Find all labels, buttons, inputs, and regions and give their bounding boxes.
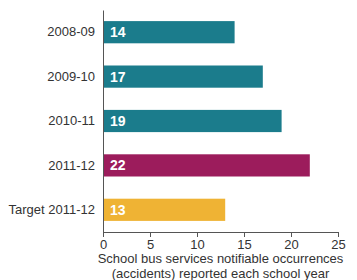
- bar: [103, 110, 282, 132]
- chart: 0 5 10 15 20 25 2008-09 2009-10 2010-11 2011-12 Ta…: [0, 0, 357, 280]
- x-tick: 0: [100, 232, 107, 252]
- x-tick-label: 5: [147, 237, 154, 252]
- x-tick-label: 20: [284, 237, 298, 252]
- x-tick-label: 10: [190, 237, 204, 252]
- y-tick: 2010-11: [48, 113, 103, 128]
- data-label: 13: [110, 202, 126, 218]
- x-axis: 0 5 10 15 20 25: [100, 232, 346, 252]
- y-tick-label: 2010-11: [48, 113, 95, 128]
- x-axis-title: School bus services notifiable occurrenc…: [98, 251, 344, 280]
- y-axis: 2008-09 2009-10 2010-11 2011-12 Target 2011-…: [9, 11, 104, 233]
- x-axis-line: [104, 233, 339, 238]
- plot-area: 0 5 10 15 20 25 2008-09 2009-10 2010-11 2011-12 Ta…: [9, 11, 346, 253]
- x-tick-label: 25: [331, 237, 345, 252]
- y-tick-label: 2009-10: [47, 69, 95, 84]
- x-tick: 20: [284, 232, 298, 252]
- y-tick: 2009-10: [47, 69, 103, 84]
- data-label: 22: [110, 157, 126, 173]
- x-tick: 25: [331, 232, 345, 252]
- bar: [103, 66, 263, 88]
- bars: [103, 21, 310, 221]
- data-labels: 14 17 19 22 13: [110, 24, 126, 218]
- y-tick: 2008-09: [47, 24, 103, 39]
- x-tick-label: 15: [237, 237, 251, 252]
- x-tick-label: 0: [100, 237, 107, 252]
- y-tick-label: 2011-12: [48, 158, 95, 173]
- y-tick: 2011-12: [48, 158, 103, 173]
- y-tick: Target 2011-12: [9, 202, 104, 217]
- bar: [103, 199, 225, 221]
- data-label: 17: [110, 69, 126, 85]
- y-tick-label: 2008-09: [47, 24, 95, 39]
- data-label: 14: [110, 24, 126, 40]
- x-tick: 10: [190, 232, 204, 252]
- bar: [103, 21, 235, 43]
- x-tick: 5: [147, 232, 154, 252]
- y-axis-line: [103, 11, 104, 233]
- x-tick: 15: [237, 232, 251, 252]
- data-label: 19: [110, 113, 126, 129]
- y-tick-label: Target 2011-12: [9, 202, 96, 217]
- bar: [103, 154, 310, 176]
